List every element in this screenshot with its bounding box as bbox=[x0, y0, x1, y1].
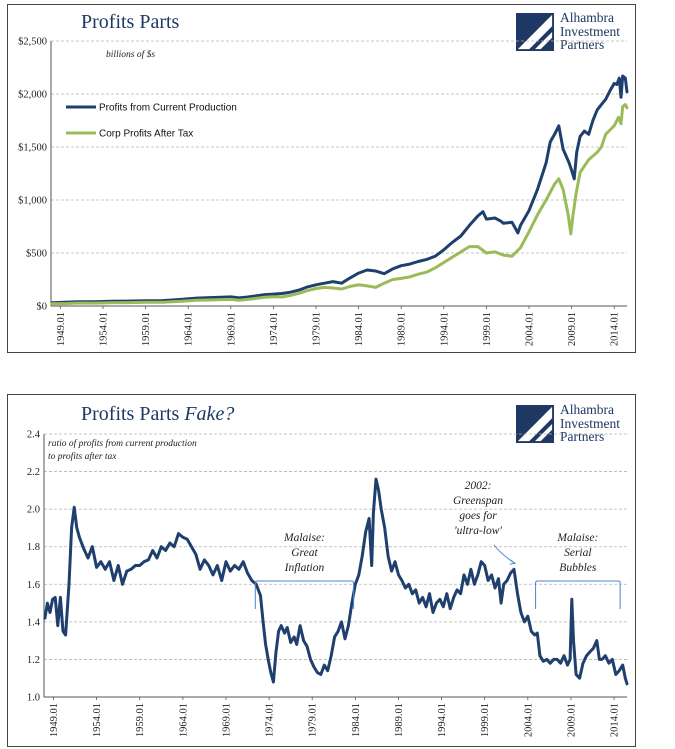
y-tick-label: $500 bbox=[26, 249, 47, 260]
series-line-1 bbox=[50, 74, 629, 305]
company-logo: Alhambra Investment Partners bbox=[516, 403, 642, 447]
arrowhead-icon bbox=[509, 559, 517, 565]
y-tick-label: 2.2 bbox=[27, 467, 40, 478]
x-tick-label: 1964.01 bbox=[178, 703, 189, 737]
annotation-greenspan-text: Greenspan bbox=[453, 495, 503, 507]
x-tick-label: 1974.01 bbox=[265, 703, 276, 737]
x-tick-label: 1979.01 bbox=[311, 312, 322, 346]
y-tick-label: 1.8 bbox=[27, 542, 40, 553]
x-tick-label: 1989.01 bbox=[394, 703, 405, 737]
y-tick-label: 2.4 bbox=[27, 430, 41, 441]
y-tick-label: 1.6 bbox=[27, 580, 40, 591]
y-tick-label: $2,500 bbox=[18, 37, 47, 48]
x-tick-label: 1989.01 bbox=[397, 312, 408, 346]
x-tick-label: 2009.01 bbox=[566, 703, 577, 737]
x-tick-label: 1984.01 bbox=[354, 312, 365, 346]
x-tick-label: 1964.01 bbox=[184, 312, 195, 346]
x-tick-label: 2014.01 bbox=[610, 312, 621, 346]
x-tick-label: 1979.01 bbox=[308, 703, 319, 737]
series-line-2 bbox=[50, 103, 629, 306]
x-tick-label: 1994.01 bbox=[437, 703, 448, 737]
x-tick-label: 1954.01 bbox=[92, 703, 103, 737]
unit-note: billions of $s bbox=[106, 50, 156, 60]
annotation-bracket-serial-bubbles bbox=[535, 580, 621, 609]
chart-panel-profits-parts: Profits Parts billions of $s Alhambra In… bbox=[7, 4, 636, 353]
legend-label-1: Profits from Current Production bbox=[99, 103, 237, 114]
x-tick-label: 1969.01 bbox=[221, 703, 232, 737]
annotation-greenspan-text: 'ultra-low' bbox=[454, 525, 502, 537]
y-tick-label: $1,500 bbox=[18, 143, 47, 154]
chart-title: Profits Parts bbox=[81, 11, 180, 33]
logo-mark-icon bbox=[516, 13, 554, 51]
x-tick-label: 1969.01 bbox=[226, 312, 237, 346]
plot-area-ratio: 1.0 1.2 1.4 1.6 1.8 2.0 2.2 2.4 1949.01 1954.01 19… bbox=[27, 430, 629, 737]
annotation-serial-bubbles-text: Bubbles bbox=[559, 562, 597, 574]
x-tick-label: 1949.01 bbox=[49, 703, 60, 737]
annotation-greenspan-text: goes for bbox=[459, 510, 497, 522]
x-tick-label: 1974.01 bbox=[269, 312, 280, 346]
x-tick-label: 1999.01 bbox=[482, 312, 493, 346]
x-tick-label: 1959.01 bbox=[135, 703, 146, 737]
y-tick-label: 1.4 bbox=[27, 617, 41, 628]
legend-label-2: Corp Profits After Tax bbox=[99, 129, 193, 140]
x-tick-label: 1959.01 bbox=[141, 312, 152, 346]
y-tick-label: 1.0 bbox=[27, 693, 40, 704]
annotation-bracket-great-inflation bbox=[254, 580, 355, 609]
annotation-great-inflation-text: Great bbox=[291, 547, 318, 559]
x-tick-label: 1984.01 bbox=[351, 703, 362, 737]
chart-title: Profits Parts Fake? bbox=[81, 403, 235, 425]
x-tick-label: 2009.01 bbox=[567, 312, 578, 346]
plot-area-profits: $0 $500 $1,000 $1,500 $2,000 $2,500 1949.01 195… bbox=[18, 37, 629, 346]
annotation-great-inflation-text: Inflation bbox=[284, 562, 325, 574]
x-tick-label: 2014.01 bbox=[610, 703, 621, 737]
x-tick-label: 1999.01 bbox=[480, 703, 491, 737]
x-tick-label: 2004.01 bbox=[525, 312, 536, 346]
annotation-serial-bubbles-text: Serial bbox=[564, 547, 591, 559]
x-tick-label: 1949.01 bbox=[56, 312, 67, 346]
y-tick-label: 2.0 bbox=[27, 505, 40, 516]
annotation-great-inflation-text: Malaise: bbox=[283, 532, 325, 544]
y-tick-label: 1.2 bbox=[27, 655, 40, 666]
y-tick-label: $1,000 bbox=[18, 196, 47, 207]
x-tick-label: 2004.01 bbox=[523, 703, 534, 737]
annotation-serial-bubbles-text: Malaise: bbox=[556, 532, 598, 544]
x-tick-label: 1954.01 bbox=[98, 312, 109, 346]
logo-mark-icon bbox=[516, 405, 554, 443]
chart-panel-profits-ratio: Profits Parts Fake? ratio of profits fro… bbox=[7, 394, 636, 747]
unit-note: ratio of profits from current production… bbox=[48, 439, 197, 462]
y-tick-label: $0 bbox=[37, 302, 48, 313]
logo-text: Alhambra Investment Partners bbox=[560, 402, 620, 444]
y-tick-label: $2,000 bbox=[18, 90, 47, 101]
x-tick-label: 1994.01 bbox=[439, 312, 450, 346]
annotation-greenspan-text: 2002: bbox=[465, 480, 492, 492]
